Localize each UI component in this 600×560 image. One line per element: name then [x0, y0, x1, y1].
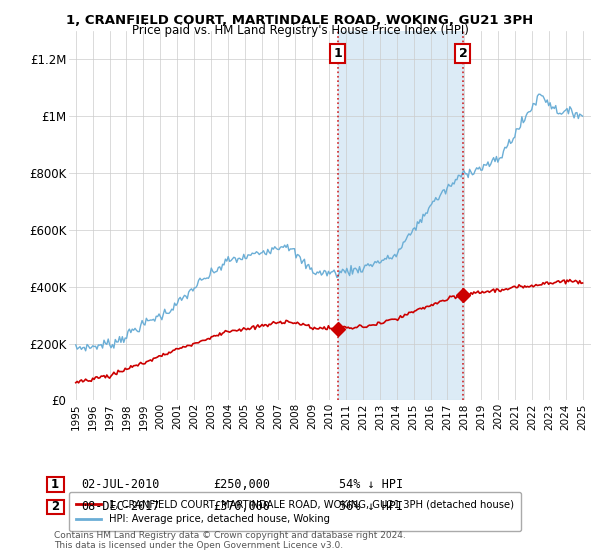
Text: 1: 1: [51, 478, 59, 491]
Text: 1, CRANFIELD COURT, MARTINDALE ROAD, WOKING, GU21 3PH: 1, CRANFIELD COURT, MARTINDALE ROAD, WOK…: [67, 14, 533, 27]
Bar: [338, 31, 463, 400]
Text: 56% ↓ HPI: 56% ↓ HPI: [339, 500, 403, 514]
Text: 08-DEC-2017: 08-DEC-2017: [81, 500, 160, 514]
Text: 02-JUL-2010: 02-JUL-2010: [81, 478, 160, 491]
Text: 2: 2: [51, 500, 59, 514]
Text: £370,000: £370,000: [213, 500, 270, 514]
Text: 1: 1: [333, 47, 342, 60]
Text: Contains HM Land Registry data © Crown copyright and database right 2024.
This d: Contains HM Land Registry data © Crown c…: [54, 530, 406, 550]
Text: £250,000: £250,000: [213, 478, 270, 491]
Text: Price paid vs. HM Land Registry's House Price Index (HPI): Price paid vs. HM Land Registry's House …: [131, 24, 469, 37]
Text: 2: 2: [458, 47, 467, 60]
Text: 54% ↓ HPI: 54% ↓ HPI: [339, 478, 403, 491]
Legend: 1, CRANFIELD COURT, MARTINDALE ROAD, WOKING, GU21 3PH (detached house), HPI: Ave: 1, CRANFIELD COURT, MARTINDALE ROAD, WOK…: [69, 492, 521, 531]
